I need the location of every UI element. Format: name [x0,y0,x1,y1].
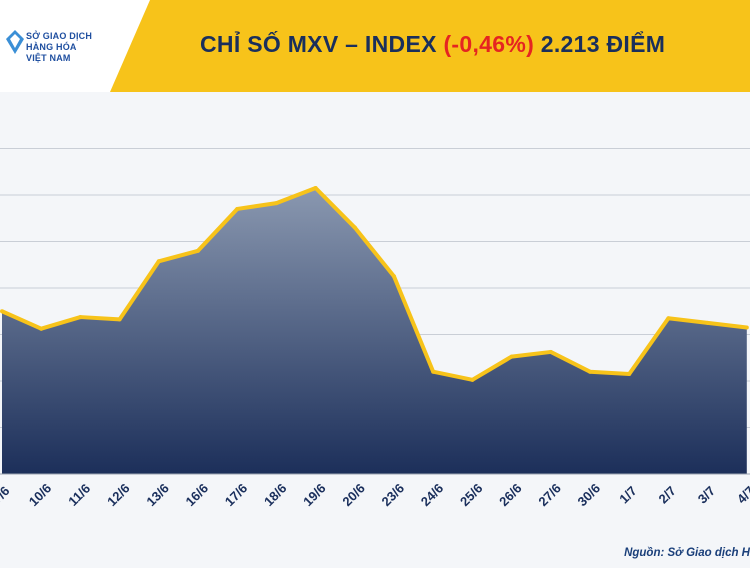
data-point [392,274,396,279]
title-suffix: 2.213 ĐIỂM [540,31,666,57]
x-tick-label: 11/6 [65,481,93,509]
x-tick-label: 23/6 [379,481,408,510]
x-tick-label: 24/6 [418,481,447,510]
x-tick-label: 3/7 [695,483,718,506]
data-point [352,225,357,230]
data-point [274,201,279,206]
logo-mark-icon [6,30,24,54]
data-point [548,349,553,354]
data-point [156,259,161,264]
area-chart: 7/6 10/6 11/6 12/6 13/6 16/6 17/6 18/6 19/6 20/6 2… [0,148,750,510]
x-tick-label: 7/6 [0,483,13,506]
x-tick-label: 27/6 [535,481,564,510]
x-tick-label: 18/6 [261,481,290,510]
x-tick-label: 16/6 [183,481,212,510]
data-point [235,206,240,211]
x-tick-label: 19/6 [300,481,329,510]
data-point [117,317,122,322]
data-point [627,372,632,377]
x-tick-label: 1/7 [616,483,639,506]
logo-line-3: VIỆT NAM [26,53,71,63]
logo: SỞ GIAO DỊCH HÀNG HÓA VIỆT NAM [0,0,150,92]
x-tick-label: 17/6 [222,481,251,510]
data-point [0,309,4,314]
data-point [744,325,749,330]
data-point [39,326,44,331]
data-point [509,354,514,359]
data-point [470,377,475,382]
data-point [431,369,436,374]
x-tick-label: 12/6 [104,481,133,510]
logo-line-2: HÀNG HÓA [26,42,77,52]
source-note: Nguồn: Sở Giao dịch H [624,547,750,559]
x-tick-label: 26/6 [496,481,525,510]
data-point [196,248,200,253]
x-tick-label: 25/6 [457,481,486,510]
series-line [1,186,748,382]
x-tick-label: 10/6 [26,481,55,510]
data-point [588,369,592,374]
x-tick-label: 2/7 [656,483,679,506]
chart-title: CHỈ SỐ MXV – INDEX (-0,46%) 2.213 ĐIỂM [200,31,665,58]
x-tick-label: 30/6 [575,481,604,510]
x-tick-label: 4/7 [734,483,750,506]
area-fill [2,188,747,474]
data-point [666,316,671,321]
data-point [78,315,83,320]
title-prefix: CHỈ SỐ MXV – INDEX [200,31,437,57]
title-change: (-0,46%) [443,31,535,57]
data-point [705,320,710,325]
x-tick-label: 13/6 [143,481,172,510]
chart-area: 7/6 10/6 11/6 12/6 13/6 16/6 17/6 18/6 19/6 20/6 2… [0,92,750,563]
data-point [313,186,318,191]
logo-line-1: SỞ GIAO DỊCH [26,31,93,41]
header-banner: SỞ GIAO DỊCH HÀNG HÓA VIỆT NAM CHỈ SỐ MX… [0,0,750,92]
x-tick-label: 20/6 [339,481,368,510]
